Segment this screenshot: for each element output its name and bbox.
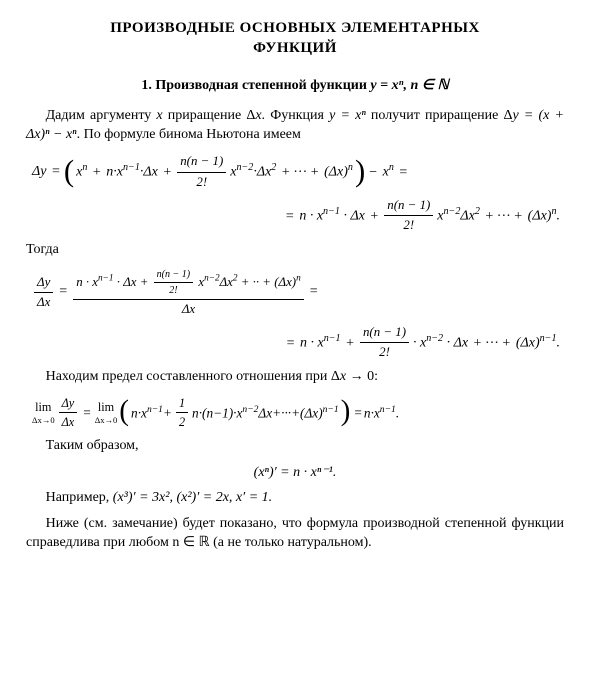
paragraph-1: Дадим аргументу x приращение Δx. Функция… bbox=[26, 107, 564, 145]
lim-sub-1: Δx→0 bbox=[32, 415, 55, 427]
examples-line: Например, (x³)′ = 3x², (x²)′ = 2x, x′ = … bbox=[26, 489, 564, 508]
frac-den-2f: 2! bbox=[193, 173, 210, 191]
frac-den-2f-c: 2! bbox=[376, 343, 393, 361]
equation-result: (xⁿ)′ = n · xⁿ⁻¹. bbox=[26, 464, 564, 483]
sfrac-den: 2! bbox=[166, 283, 180, 298]
takim-obrazom: Таким образом, bbox=[26, 437, 564, 456]
lim-label-2: lim bbox=[98, 399, 114, 416]
half-den: 2 bbox=[176, 413, 188, 431]
p1-frag-b: приращение Δ bbox=[163, 108, 256, 123]
frac-num-nn1: n(n − 1) bbox=[180, 154, 223, 168]
section-text: Производная степенной функции bbox=[155, 78, 367, 93]
title-line-1: ПРОИЗВОДНЫЕ ОСНОВНЫХ ЭЛЕМЕНТАРНЫХ bbox=[110, 20, 480, 36]
p1-frag-a: Дадим аргументу bbox=[46, 108, 157, 123]
page-title: ПРОИЗВОДНЫЕ ОСНОВНЫХ ЭЛЕМЕНТАРНЫХ ФУНКЦИ… bbox=[26, 18, 564, 59]
p1-frag-d: получит приращение Δ bbox=[366, 108, 513, 123]
eq-yxn: y = xⁿ bbox=[329, 108, 366, 123]
lim-label-1: lim bbox=[35, 399, 51, 416]
togda-label: Тогда bbox=[26, 241, 564, 260]
p1-frag-e: . По формуле бинома Ньютона имеем bbox=[77, 127, 301, 142]
sfrac-num: n(n − 1) bbox=[157, 269, 191, 280]
closing-paragraph: Ниже (см. замечание) будет показано, что… bbox=[26, 515, 564, 553]
find-limit-tail: → 0: bbox=[346, 369, 378, 384]
find-limit-line: Находим предел составленного отношения п… bbox=[26, 368, 564, 387]
section-heading: 1. Производная степенной функции y = xⁿ,… bbox=[26, 77, 564, 96]
equation-dy-expand-2: = n · xn−1 · Δx + n(n − 1) 2! xn−2Δx2 + … bbox=[26, 197, 564, 235]
final-eq-text: (xⁿ)′ = n · xⁿ⁻¹. bbox=[254, 464, 337, 483]
p1-frag-c: . Функция bbox=[262, 108, 330, 123]
ex-body: (x³)′ = 3x², (x²)′ = 2x, x′ = 1. bbox=[113, 490, 272, 505]
lim-sub-2: Δx→0 bbox=[95, 415, 118, 427]
equation-dydx-2: = n · xn−1 + n(n − 1) 2! · xn−2 · Δx + ·… bbox=[26, 324, 564, 362]
equation-dydx-1: Δy Δx = n · xn−1 · Δx + n(n − 1) 2! xn−2… bbox=[26, 268, 564, 319]
find-limit-text: Находим предел составленного отношения п… bbox=[46, 369, 340, 384]
section-number: 1. bbox=[141, 78, 152, 93]
section-formula: y = xⁿ, n ∈ ℕ bbox=[370, 78, 448, 93]
half-num: 1 bbox=[176, 395, 188, 414]
equation-dy-expand-1: Δy = ( xn + n·xn−1·Δx + n(n − 1) 2! xn−2… bbox=[26, 153, 564, 191]
equation-limit: lim Δx→0 Δy Δx = lim Δx→0 ( n·xn−1+ 1 2 … bbox=[26, 395, 564, 431]
frac-den-2f-b: 2! bbox=[400, 216, 417, 234]
frac-num-nn1-b: n(n − 1) bbox=[387, 198, 430, 212]
title-line-2: ФУНКЦИЙ bbox=[253, 40, 337, 56]
frac-num-nn1-c: n(n − 1) bbox=[363, 325, 406, 339]
ex-lead: Например, bbox=[46, 490, 113, 505]
